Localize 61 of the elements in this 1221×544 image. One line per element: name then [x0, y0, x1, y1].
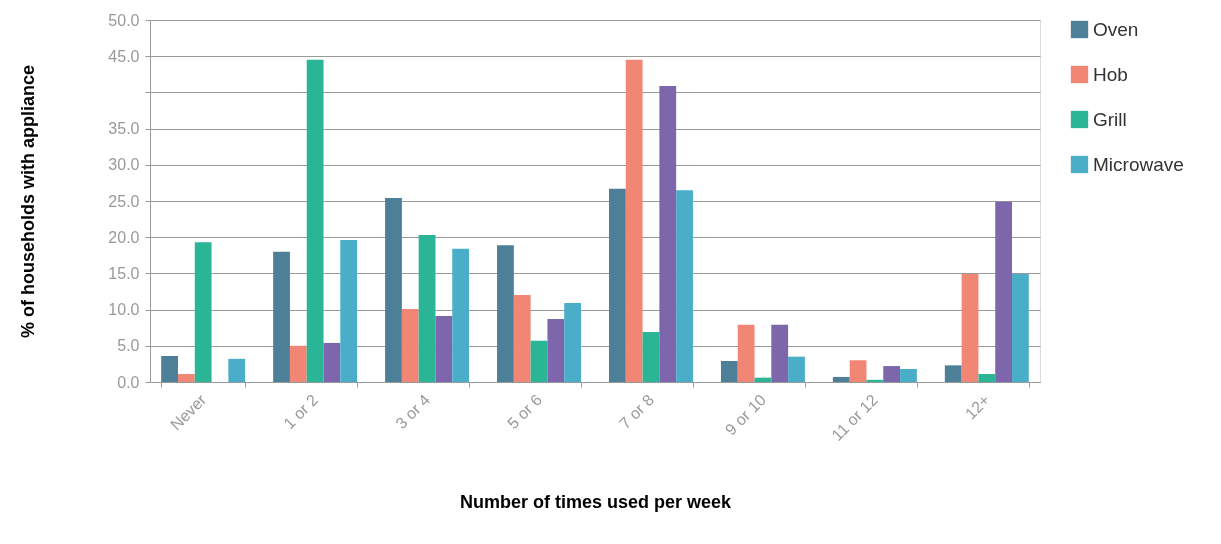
bar	[608, 188, 626, 382]
bar	[452, 248, 470, 382]
y-tick-label: 15.0	[108, 264, 140, 282]
x-axis-title: Number of times used per week	[459, 491, 733, 512]
bar	[323, 342, 341, 382]
bar	[385, 198, 402, 382]
bar	[161, 355, 178, 382]
bar	[659, 85, 677, 382]
bar	[849, 360, 867, 382]
bar	[771, 324, 789, 382]
y-tick-label: 30.0	[108, 156, 140, 174]
legend-label: Grill	[1093, 108, 1127, 130]
y-tick-label: 45.0	[108, 47, 140, 65]
bar	[676, 190, 693, 382]
legend-label: Microwave	[1093, 153, 1184, 175]
bar	[530, 340, 548, 382]
y-tick-label: 10.0	[108, 301, 140, 319]
x-tick-label: 5 or 6	[504, 391, 546, 433]
y-tick-label: 0.0	[117, 373, 140, 391]
bar	[900, 368, 917, 382]
bar	[273, 251, 290, 382]
bar	[177, 374, 195, 382]
bar	[883, 366, 901, 382]
bar	[866, 379, 884, 382]
x-tick-label: 3 or 4	[392, 391, 434, 433]
y-axis-title: % of households with appliance	[18, 64, 39, 339]
legend-label: Oven	[1093, 18, 1139, 40]
bar	[961, 274, 979, 382]
bar	[547, 319, 565, 382]
x-tick-label: 1 or 2	[280, 391, 322, 433]
bar	[1012, 274, 1029, 382]
bar	[497, 245, 514, 382]
bar	[944, 365, 962, 382]
bar	[289, 345, 307, 382]
x-tick-label: 7 or 8	[616, 391, 658, 433]
x-tick-label: 9 or 10	[721, 391, 770, 439]
bar	[340, 240, 358, 382]
bar	[228, 358, 246, 382]
bar	[788, 356, 805, 382]
x-tick-label: 11 or 12	[828, 391, 882, 444]
bar	[435, 316, 453, 382]
y-tick-label: 20.0	[108, 228, 140, 246]
y-tick-label: 35.0	[108, 120, 140, 138]
bar	[978, 374, 996, 382]
bar	[194, 242, 212, 382]
bar	[832, 376, 850, 382]
y-tick-label: 50.0	[108, 11, 140, 29]
bar	[642, 332, 660, 382]
bar	[306, 59, 324, 382]
y-tick-label: 5.0	[117, 337, 140, 355]
bar	[737, 324, 755, 382]
bar	[995, 201, 1013, 382]
bar	[513, 295, 531, 382]
bar	[564, 303, 582, 382]
x-tick-label: 12+	[961, 391, 993, 423]
legend-label: Hob	[1093, 63, 1128, 85]
bar	[418, 235, 436, 382]
bar	[720, 361, 738, 382]
y-tick-label: 25.0	[108, 192, 140, 210]
bar	[401, 308, 419, 382]
bar	[625, 59, 643, 382]
